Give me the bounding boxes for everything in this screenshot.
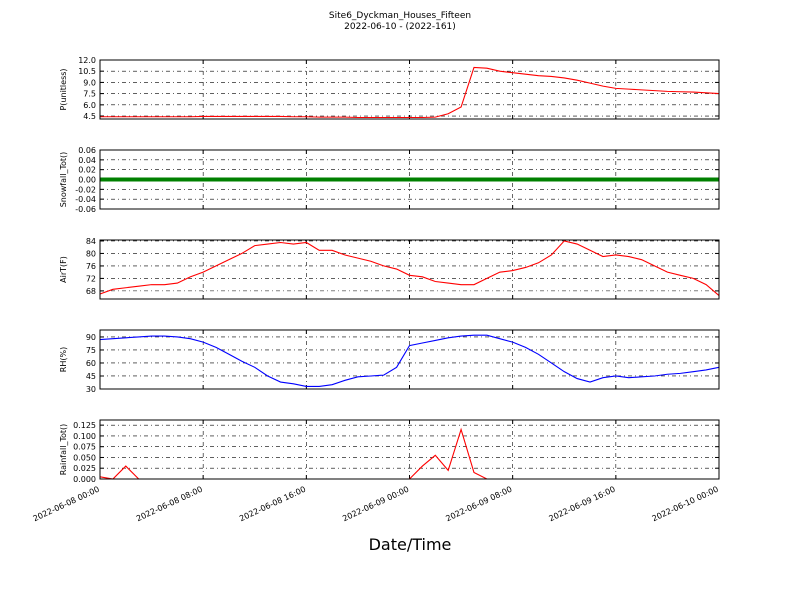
- y-tick-label: 0.075: [73, 443, 96, 452]
- data-line: [100, 66, 720, 119]
- chart-title: Site6_Dyckman_Houses_Fifteen: [329, 11, 471, 21]
- y-axis-label: Snowfall_Tot(): [59, 152, 68, 208]
- y-axis-label: P(unitless): [59, 68, 68, 110]
- y-tick-label: 0.025: [73, 464, 96, 473]
- x-tick-label: 2022-06-08 00:00: [32, 485, 101, 524]
- data-line: [99, 334, 720, 387]
- y-tick-label: 9.0: [83, 78, 96, 87]
- x-tick-label: 2022-06-09 00:00: [341, 485, 410, 524]
- x-tick-label: 2022-06-09 08:00: [444, 485, 513, 524]
- x-tick-label: 2022-06-09 16:00: [548, 485, 617, 524]
- x-axis-label: Date/Time: [369, 535, 452, 554]
- plot-frame: [99, 149, 720, 210]
- plot-frame: [99, 59, 720, 120]
- y-tick-label: 0.050: [73, 453, 96, 462]
- y-tick-label: 0.100: [73, 432, 96, 441]
- y-axis-label: AirT(F): [59, 256, 68, 283]
- y-tick-label: 0.000: [73, 475, 96, 484]
- x-tick-label: 2022-06-08 08:00: [135, 485, 204, 524]
- y-tick-label: 90: [86, 333, 96, 342]
- y-tick-label: 0.04: [78, 156, 96, 165]
- x-tick-label: 2022-06-10 00:00: [651, 485, 720, 524]
- y-tick-label: 75: [86, 346, 96, 355]
- y-tick-label: 6.0: [83, 101, 96, 110]
- y-tick-label: 72: [86, 274, 96, 283]
- y-tick-label: 7.5: [83, 90, 96, 99]
- plot-frame: [99, 329, 720, 390]
- y-tick-label: 30: [86, 385, 96, 394]
- y-axis-label: RH(%): [59, 347, 68, 372]
- y-tick-label: 10.5: [78, 67, 96, 76]
- y-tick-label: 0.02: [78, 166, 96, 175]
- y-tick-label: -0.06: [75, 205, 96, 214]
- y-tick-label: 68: [86, 287, 96, 296]
- chart-subtitle: 2022-06-10 - (2022-161): [344, 22, 456, 32]
- y-tick-label: 12.0: [78, 56, 96, 65]
- y-tick-label: -0.02: [75, 185, 96, 194]
- plot-frame: [99, 419, 720, 480]
- plot-frame: [99, 239, 720, 300]
- y-tick-label: 0.06: [78, 146, 96, 155]
- y-tick-label: -0.04: [75, 195, 96, 204]
- y-tick-label: 45: [86, 372, 96, 381]
- y-tick-label: 80: [86, 249, 96, 258]
- y-tick-label: 0.125: [73, 421, 96, 430]
- y-tick-label: 60: [86, 359, 96, 368]
- y-tick-label: 4.5: [83, 112, 96, 121]
- y-tick-label: 84: [86, 237, 96, 246]
- y-axis-label: Rainfall_Tot(): [59, 424, 68, 476]
- x-tick-label: 2022-06-08 16:00: [238, 485, 307, 524]
- y-tick-label: 0.00: [78, 176, 96, 185]
- y-tick-label: 76: [86, 262, 96, 271]
- data-line: [99, 240, 720, 296]
